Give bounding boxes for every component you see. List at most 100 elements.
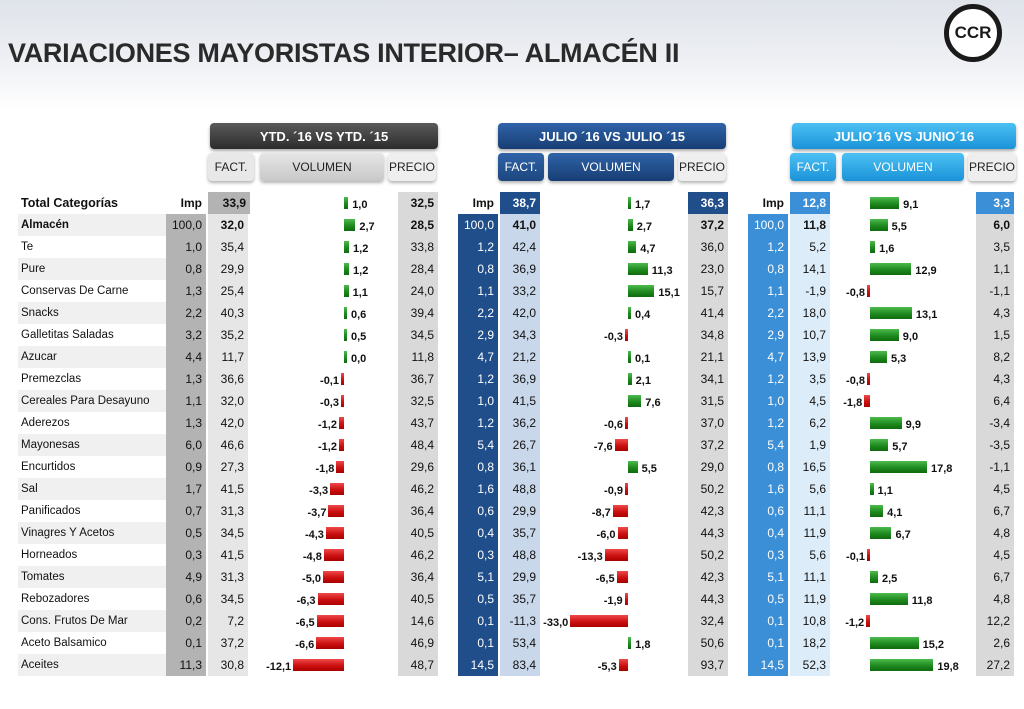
mom-volume-label: 9,0 bbox=[902, 331, 919, 343]
mom-volumen-header: VOLUMEN bbox=[842, 153, 964, 181]
ytd-fact-cell: 11,7 bbox=[208, 346, 248, 368]
category-label: Aceto Balsamico bbox=[21, 637, 107, 649]
table-row: Panificados 0,7 31,3 36,4 -3,7 0,6 29,9 42,3 -8,… bbox=[18, 500, 1014, 522]
mom-fact-cell: 5,2 bbox=[790, 236, 830, 258]
ytd-precio-cell: 36,4 bbox=[398, 566, 438, 588]
ytd-precio-cell: 46,2 bbox=[398, 478, 438, 500]
ytd-precio-header: PRECIO bbox=[388, 153, 436, 181]
ytd-imp-cell: 0,3 bbox=[166, 544, 206, 566]
ytd-volume-label: -6,5 bbox=[295, 617, 315, 629]
table-row: Encurtidos 0,9 27,3 29,6 -1,8 0,8 36,1 29,0 5,5 0… bbox=[18, 456, 1014, 478]
ytd-volume-label: -1,2 bbox=[317, 419, 337, 431]
julio-precio-cell: 50,2 bbox=[688, 544, 728, 566]
julio-header: JULIO ´16 VS JULIO ´15 bbox=[498, 123, 726, 149]
mom-total-volume-label: 9,1 bbox=[903, 199, 919, 211]
category-label: Horneados bbox=[21, 549, 78, 561]
julio-imp-cell: 0,5 bbox=[458, 588, 498, 610]
mom-fact-cell: 6,2 bbox=[790, 412, 830, 434]
mom-volume-bar bbox=[870, 307, 912, 319]
julio-precio-cell: 31,5 bbox=[688, 390, 728, 412]
julio-precio-cell: 15,7 bbox=[688, 280, 728, 302]
table-row: Azucar 4,4 11,7 11,8 0,0 4,7 21,2 21,1 0,1 4,7 13,… bbox=[18, 346, 1014, 368]
mom-volume-label: 5,7 bbox=[892, 441, 908, 453]
total-precio1: 32,5 bbox=[398, 192, 438, 214]
mom-volume-bar bbox=[870, 417, 902, 429]
ytd-total-volume-label: 1,0 bbox=[352, 199, 368, 211]
mom-fact-cell: 10,7 bbox=[790, 324, 830, 346]
julio-imp-cell: 0,8 bbox=[458, 258, 498, 280]
mom-volume-bar bbox=[870, 593, 908, 605]
julio-fact-cell: 36,9 bbox=[500, 368, 540, 390]
julio-fact-header: FACT. bbox=[498, 153, 544, 181]
ytd-fact-cell: 41,5 bbox=[208, 544, 248, 566]
julio-header-label: JULIO ´16 VS JULIO ´15 bbox=[539, 128, 685, 144]
ytd-fact-cell: 32,0 bbox=[208, 214, 248, 236]
total-row: Total Categorías Imp 33,9 32,5 Imp 38,7 … bbox=[18, 192, 1014, 214]
total-precio3: 3,3 bbox=[976, 192, 1014, 214]
ytd-volume-bar bbox=[323, 549, 344, 561]
ytd-volume-label: -4,8 bbox=[302, 551, 322, 563]
julio-imp-cell: 0,6 bbox=[458, 500, 498, 522]
ytd-precio-cell: 48,4 bbox=[398, 434, 438, 456]
julio-precio-cell: 34,8 bbox=[688, 324, 728, 346]
mom-fact-cell: -1,9 bbox=[790, 280, 830, 302]
mom-volume-label: 11,8 bbox=[911, 595, 933, 607]
ytd-imp-cell: 0,1 bbox=[166, 632, 206, 654]
julio-volume-bar bbox=[628, 395, 642, 407]
julio-precio-cell: 34,1 bbox=[688, 368, 728, 390]
ytd-fact-label: FACT. bbox=[214, 160, 248, 174]
table-row: Aceto Balsamico 0,1 37,2 46,9 -6,6 0,1 53,4 50,… bbox=[18, 632, 1014, 654]
ytd-precio-cell: 36,4 bbox=[398, 500, 438, 522]
mom-volume-bar bbox=[870, 219, 888, 231]
mom-precio-label: PRECIO bbox=[968, 160, 1015, 174]
ytd-imp-cell: 0,6 bbox=[166, 588, 206, 610]
ytd-volume-label: 1,1 bbox=[352, 287, 368, 299]
table-row: Cons. Frutos De Mar 0,2 7,2 14,6 -6,5 0,1 -11,… bbox=[18, 610, 1014, 632]
mom-precio-cell: 6,4 bbox=[976, 390, 1014, 412]
mom-fact-header: FACT. bbox=[790, 153, 836, 181]
julio-volumen-header: VOLUMEN bbox=[548, 153, 674, 181]
mom-imp-cell: 1,1 bbox=[748, 280, 788, 302]
julio-volume-bar bbox=[628, 285, 655, 297]
category-label: Panificados bbox=[21, 505, 81, 517]
ytd-volumen-label: VOLUMEN bbox=[292, 160, 352, 174]
ytd-imp-cell: 0,8 bbox=[166, 258, 206, 280]
mom-precio-cell: 4,8 bbox=[976, 588, 1014, 610]
ytd-volume-label: 1,2 bbox=[353, 265, 369, 277]
julio-volume-label: -0,9 bbox=[604, 485, 623, 497]
julio-volume-label: -5,3 bbox=[597, 661, 617, 673]
julio-fact-cell: 53,4 bbox=[500, 632, 540, 654]
mom-volume-label: 15,2 bbox=[922, 639, 945, 651]
julio-volume-bar bbox=[570, 615, 628, 627]
ytd-volume-bar bbox=[344, 307, 347, 319]
category-label: Sal bbox=[21, 483, 38, 495]
ytd-fact-cell: 37,2 bbox=[208, 632, 248, 654]
mom-fact-cell: 11,1 bbox=[790, 500, 830, 522]
mom-imp-cell: 2,9 bbox=[748, 324, 788, 346]
category-label: Premezclas bbox=[21, 373, 82, 385]
ytd-volume-bar bbox=[325, 527, 344, 539]
mom-imp-cell: 1,2 bbox=[748, 236, 788, 258]
ytd-fact-cell: 27,3 bbox=[208, 456, 248, 478]
ytd-volume-label: 1,2 bbox=[353, 243, 369, 255]
mom-precio-cell: 6,7 bbox=[976, 500, 1014, 522]
mom-imp-cell: 2,2 bbox=[748, 302, 788, 324]
ytd-precio-cell: 40,5 bbox=[398, 522, 438, 544]
ytd-volume-label: -0,3 bbox=[320, 397, 339, 409]
table-row: Pure 0,8 29,9 28,4 1,2 0,8 36,9 23,0 11,3 0,8 14,1… bbox=[18, 258, 1014, 280]
mom-volume-bar bbox=[870, 659, 934, 671]
julio-volume-label: 15,1 bbox=[658, 287, 680, 299]
mom-imp-cell: 0,6 bbox=[748, 500, 788, 522]
julio-volume-bar bbox=[625, 417, 628, 429]
mom-volume-label: 4,1 bbox=[887, 507, 903, 519]
mom-volume-label: -0,8 bbox=[846, 287, 865, 299]
mom-volume-bar bbox=[870, 637, 919, 649]
mom-volumen-label: VOLUMEN bbox=[873, 160, 933, 174]
mom-imp-cell: 1,2 bbox=[748, 412, 788, 434]
julio-volume-label: 4,7 bbox=[640, 243, 656, 255]
ytd-volume-bar bbox=[338, 417, 344, 429]
category-label: Pure bbox=[21, 263, 46, 275]
ytd-volume-bar bbox=[330, 483, 344, 495]
mom-precio-cell: 4,5 bbox=[976, 478, 1014, 500]
mom-fact-cell: 11,1 bbox=[790, 566, 830, 588]
